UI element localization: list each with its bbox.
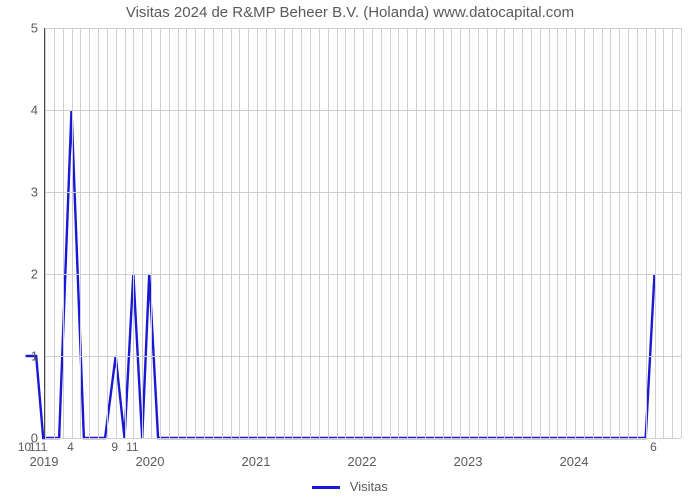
vgridline (628, 28, 629, 438)
x-minor-tick-label: 6 (650, 440, 657, 454)
vgridline (513, 28, 514, 438)
vgridline (195, 28, 196, 438)
vgridline (169, 28, 170, 438)
vgridline (204, 28, 205, 438)
vgridline (416, 28, 417, 438)
vgridline (663, 28, 664, 438)
vgridline (602, 28, 603, 438)
x-minor-tick-label: 1 (41, 440, 48, 454)
vgridline (381, 28, 382, 438)
vgridline (328, 28, 329, 438)
chart-title: Visitas 2024 de R&MP Beheer B.V. (Holand… (0, 4, 700, 21)
y-tick-label: 3 (8, 185, 38, 200)
vgridline (107, 28, 108, 438)
vgridline (284, 28, 285, 438)
vgridline (655, 28, 656, 438)
vgridline (372, 28, 373, 438)
x-minor-tick-label: 11 (126, 440, 138, 454)
hgridline (45, 438, 681, 439)
vgridline (178, 28, 179, 438)
plot-area (44, 28, 681, 439)
vgridline (487, 28, 488, 438)
vgridline (319, 28, 320, 438)
vgridline (292, 28, 293, 438)
vgridline (390, 28, 391, 438)
x-minor-tick-label: 9 (111, 440, 118, 454)
vgridline (310, 28, 311, 438)
vgridline (160, 28, 161, 438)
x-minor-tick-label: 4 (67, 440, 74, 454)
y-tick-label: 5 (8, 21, 38, 36)
vgridline (672, 28, 673, 438)
vgridline (451, 28, 452, 438)
vgridline (337, 28, 338, 438)
vgridline (275, 28, 276, 438)
x-major-tick-label: 2023 (454, 454, 483, 469)
vgridline (98, 28, 99, 438)
vgridline (63, 28, 64, 438)
x-major-tick-label: 2024 (560, 454, 589, 469)
vgridline (222, 28, 223, 438)
vgridline (239, 28, 240, 438)
vgridline (637, 28, 638, 438)
vgridline (681, 28, 682, 438)
vgridline (646, 28, 647, 438)
vgridline (80, 28, 81, 438)
vgridline (398, 28, 399, 438)
vgridline (248, 28, 249, 438)
vgridline (231, 28, 232, 438)
vgridline (213, 28, 214, 438)
vgridline (566, 28, 567, 438)
vgridline (72, 28, 73, 438)
vgridline (540, 28, 541, 438)
chart-container: Visitas 2024 de R&MP Beheer B.V. (Holand… (0, 0, 700, 500)
vgridline (610, 28, 611, 438)
vgridline (133, 28, 134, 438)
vgridline (186, 28, 187, 438)
vgridline (425, 28, 426, 438)
x-major-tick-label: 2022 (348, 454, 377, 469)
y-tick-label: 2 (8, 267, 38, 282)
vgridline (469, 28, 470, 438)
vgridline (478, 28, 479, 438)
vgridline (504, 28, 505, 438)
legend: Visitas (0, 479, 700, 494)
vgridline (619, 28, 620, 438)
vgridline (434, 28, 435, 438)
vgridline (151, 28, 152, 438)
vgridline (443, 28, 444, 438)
vgridline (116, 28, 117, 438)
vgridline (460, 28, 461, 438)
vgridline (345, 28, 346, 438)
vgridline (363, 28, 364, 438)
x-major-tick-label: 2020 (136, 454, 165, 469)
y-tick-label: 1 (8, 349, 38, 364)
legend-label: Visitas (350, 479, 388, 494)
vgridline (89, 28, 90, 438)
vgridline (557, 28, 558, 438)
vgridline (125, 28, 126, 438)
vgridline (54, 28, 55, 438)
vgridline (593, 28, 594, 438)
vgridline (522, 28, 523, 438)
vgridline (531, 28, 532, 438)
vgridline (45, 28, 46, 438)
x-minor-tick-label: 11 (29, 440, 41, 454)
vgridline (575, 28, 576, 438)
vgridline (496, 28, 497, 438)
y-tick-label: 4 (8, 103, 38, 118)
vgridline (407, 28, 408, 438)
vgridline (257, 28, 258, 438)
vgridline (549, 28, 550, 438)
x-major-tick-label: 2021 (242, 454, 271, 469)
x-major-tick-label: 2019 (30, 454, 59, 469)
vgridline (266, 28, 267, 438)
vgridline (584, 28, 585, 438)
vgridline (354, 28, 355, 438)
vgridline (142, 28, 143, 438)
vgridline (301, 28, 302, 438)
legend-swatch (312, 486, 340, 489)
